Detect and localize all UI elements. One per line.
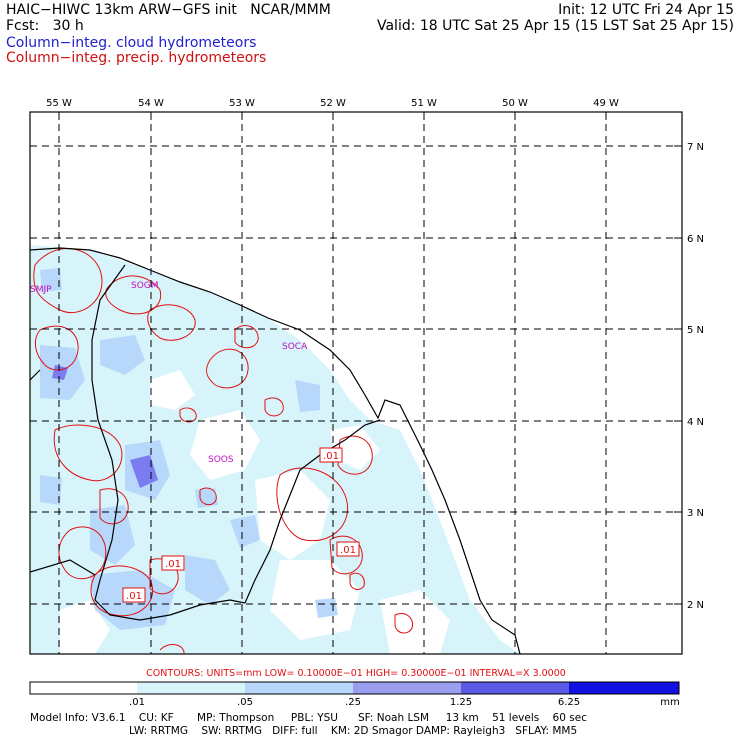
contour-label: .01 (126, 591, 142, 602)
shaded-cloud-field (30, 245, 520, 654)
legend-swatch (245, 682, 353, 694)
legend-swatch (30, 682, 137, 694)
init-time: Init: 12 UTC Fri 24 Apr 15 (558, 2, 734, 18)
lat-label-4n: 4 N (687, 417, 704, 428)
lat-label-7n: 7 N (687, 142, 704, 153)
legend-tick: .05 (237, 697, 253, 708)
legend-tick: .25 (345, 697, 361, 708)
lat-label-3n: 3 N (687, 508, 704, 519)
forecast-hour: Fcst: 30 h (6, 18, 84, 34)
legend-tick: 1.25 (450, 697, 472, 708)
legend-swatch (353, 682, 461, 694)
lon-label-52w: 52 W (320, 98, 346, 109)
field-cloud-label: Column−integ. cloud hydrometeors (6, 35, 257, 51)
legend-swatch (461, 682, 569, 694)
contour-label: .01 (165, 559, 181, 570)
lon-label-55w: 55 W (46, 98, 72, 109)
legend-swatch (137, 682, 245, 694)
contours-info: CONTOURS: UNITS=mm LOW= 0.10000E−01 HIGH… (146, 668, 566, 679)
legend-unit: mm (660, 697, 679, 708)
lat-label-2n: 2 N (687, 600, 704, 611)
station-smjp: SMJP (30, 285, 52, 295)
lon-label-51w: 51 W (411, 98, 437, 109)
lat-label-6n: 6 N (687, 234, 704, 245)
contour-label: .01 (340, 545, 356, 556)
station-soca: SOCA (282, 342, 308, 352)
station-soos: SOOS (208, 455, 234, 465)
lat-label-5n: 5 N (687, 325, 704, 336)
model-info-line2: LW: RRTMG SW: RRTMG DIFF: full KM: 2D Sm… (129, 725, 578, 737)
field-precip-label: Column−integ. precip. hydrometeors (6, 50, 267, 66)
station-sogm: SOGM (131, 281, 159, 291)
legend-tick: .01 (129, 697, 145, 708)
lon-label-53w: 53 W (229, 98, 255, 109)
legend-tick: 6.25 (558, 697, 580, 708)
coastline-borders (30, 247, 521, 654)
legend-swatch (569, 682, 679, 694)
lon-label-54w: 54 W (138, 98, 164, 109)
lon-label-50w: 50 W (502, 98, 528, 109)
color-legend (29, 681, 680, 695)
map-frame (29, 111, 683, 655)
model-info-line1: Model Info: V3.6.1 CU: KF MP: Thompson P… (30, 712, 587, 724)
map-title: HAIC−HIWC 13km ARW−GFS init NCAR/MMM (6, 2, 331, 18)
axis-ticks (58, 112, 682, 605)
valid-time: Valid: 18 UTC Sat 25 Apr 15 (15 LST Sat … (376, 18, 734, 34)
lon-label-49w: 49 W (593, 98, 619, 109)
contour-label: .01 (323, 451, 339, 462)
lat-lon-grid (30, 112, 682, 654)
